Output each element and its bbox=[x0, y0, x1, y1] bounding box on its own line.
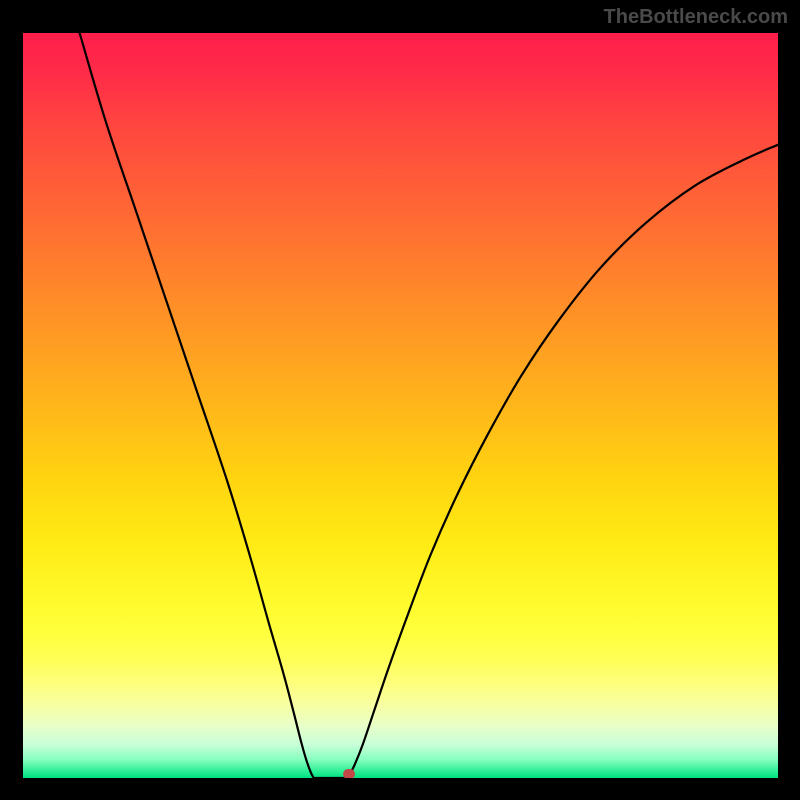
bottleneck-curve bbox=[80, 33, 778, 778]
optimum-marker bbox=[343, 769, 355, 778]
plot-area bbox=[23, 33, 778, 778]
curve-layer bbox=[23, 33, 778, 778]
chart-container: TheBottleneck.com bbox=[0, 0, 800, 800]
watermark-text: TheBottleneck.com bbox=[604, 6, 788, 29]
